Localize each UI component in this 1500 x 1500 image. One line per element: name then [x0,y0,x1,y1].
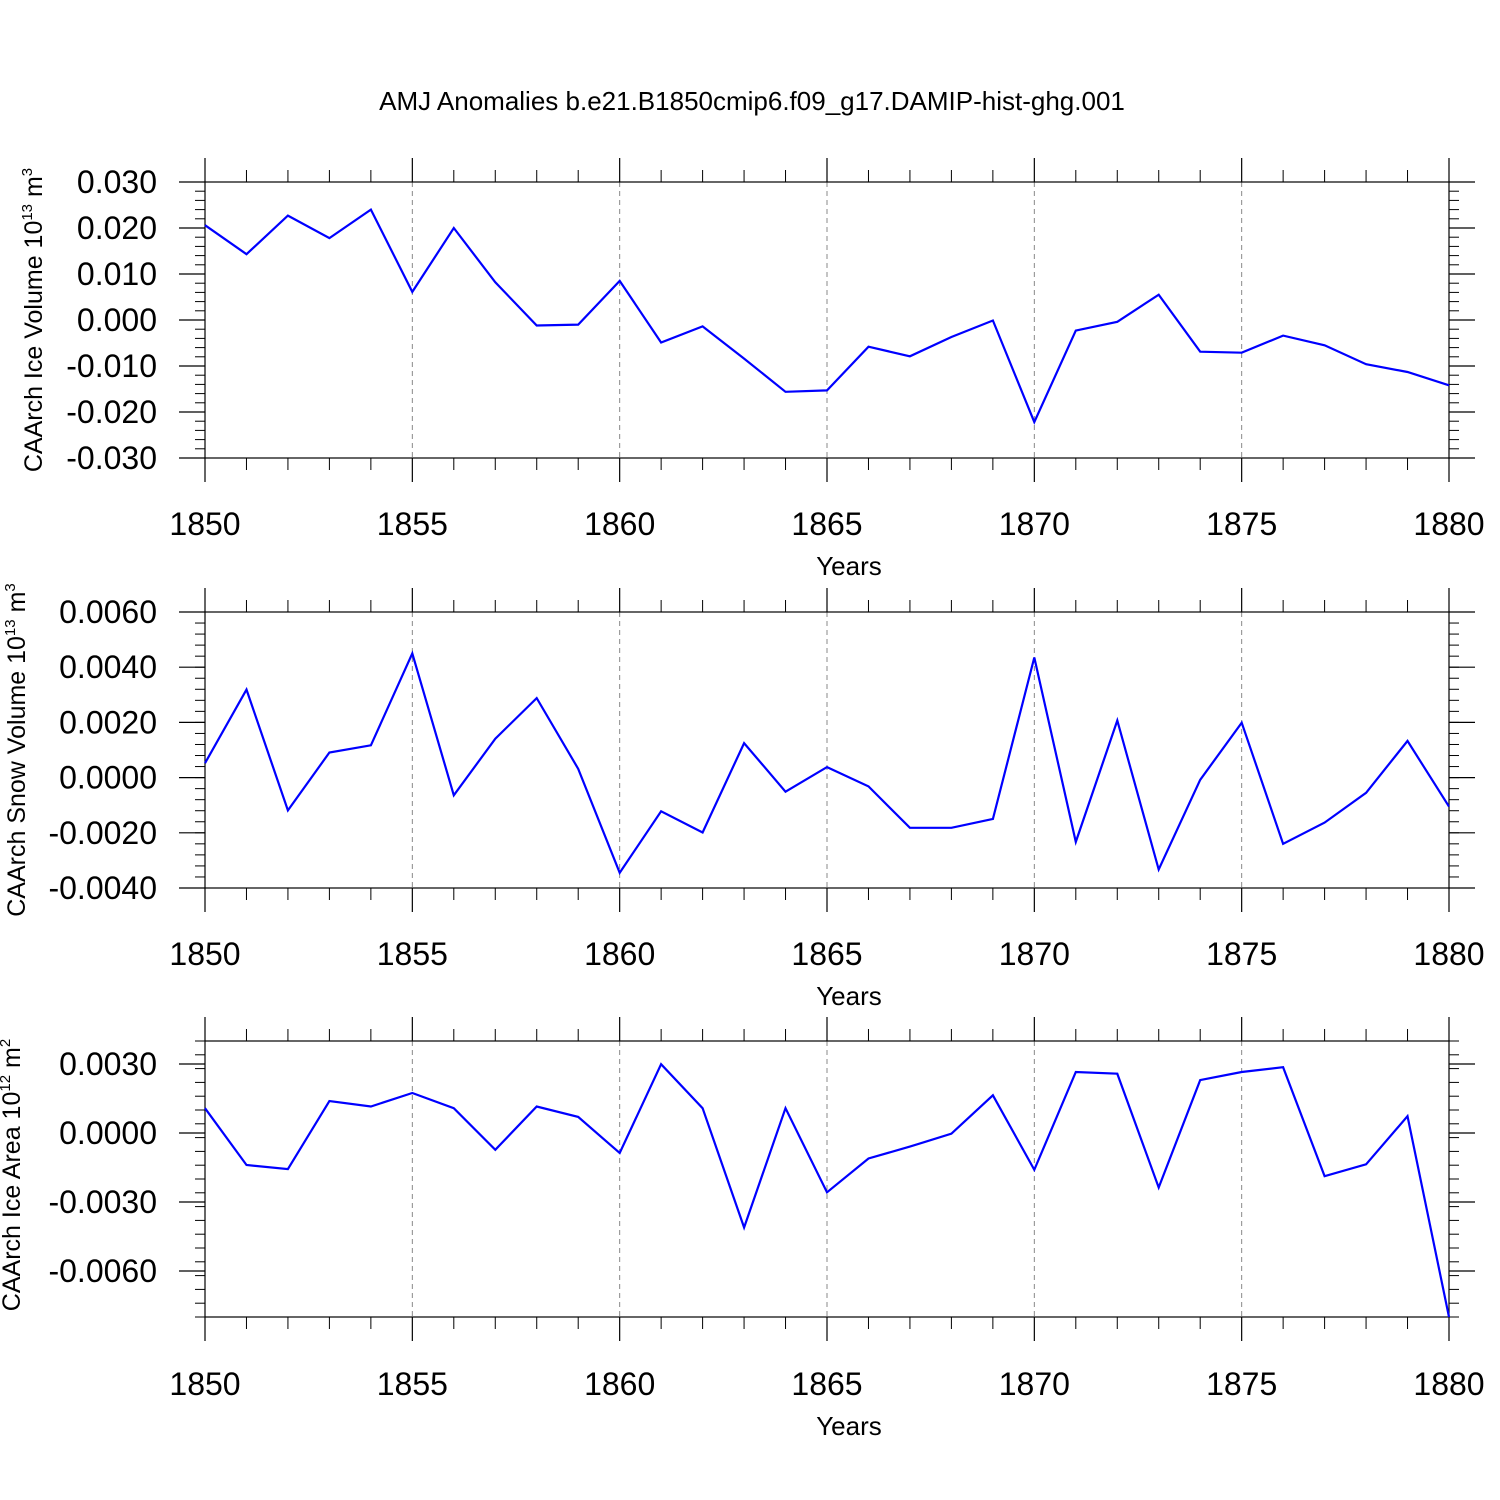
y-axis-label-unit-exponent: 2 [0,1039,14,1047]
y-axis-label-exponent: 13 [2,619,19,636]
x-tick-label: 1865 [791,936,862,972]
x-tick-label: 1860 [584,506,655,542]
x-tick-label: 1850 [169,1366,240,1402]
x-tick-label: 1855 [377,1366,448,1402]
y-tick-label: 0.0060 [59,594,157,630]
y-tick-label: -0.020 [66,394,157,430]
y-tick-label: 0.020 [77,210,157,246]
x-tick-label: 1855 [377,506,448,542]
y-axis-label-text: CAArch Ice Volume 10 [20,221,48,473]
x-tick-label: 1850 [169,506,240,542]
x-tick-label: 1865 [791,506,862,542]
y-tick-label: 0.030 [77,164,157,200]
series-line [204,650,1450,876]
y-axis-label: CAArch Snow Volume 1013 m3 [2,583,31,917]
x-axis-label: Years [816,551,882,581]
x-tick-label: 1875 [1206,506,1277,542]
x-tick-label: 1880 [1413,936,1484,972]
y-tick-label: -0.0030 [48,1184,157,1220]
y-tick-label: -0.010 [66,348,157,384]
y-axis-label: CAArch Ice Area 1012 m2 [0,1039,26,1311]
y-tick-label: 0.0030 [59,1046,157,1082]
y-tick-label: 0.0020 [59,704,157,740]
chart-panel-3: 1850 1855 1860 1865 1870 1875 1880 Years -0.0060… [0,1017,1485,1441]
chart-panel-2: 1850 1855 1860 1865 1870 1875 1880 Years -0.0040… [2,583,1485,1011]
y-axis-label: CAArch Ice Volume 1013 m3 [19,168,48,472]
y-axis-label-unit-exponent: 3 [19,168,36,176]
series-line [204,207,1450,425]
y-axis-label-unit: m [0,1047,26,1075]
x-tick-label: 1860 [584,1366,655,1402]
x-tick-label: 1870 [999,1366,1070,1402]
x-tick-label: 1850 [169,936,240,972]
x-tick-label: 1875 [1206,936,1277,972]
x-tick-label: 1870 [999,506,1070,542]
y-axis-label-text: CAArch Snow Volume 10 [3,636,31,917]
x-tick-label: 1855 [377,936,448,972]
y-axis-label-unit: m [3,592,31,620]
y-tick-label: 0.0000 [59,1115,157,1151]
x-tick-label: 1880 [1413,1366,1484,1402]
x-axis-label: Years [816,1411,882,1441]
x-tick-label: 1875 [1206,1366,1277,1402]
x-tick-label: 1870 [999,936,1070,972]
y-axis-label-text: CAArch Ice Area 10 [0,1092,26,1312]
y-axis-label-exponent: 13 [19,204,36,221]
figure-title: AMJ Anomalies b.e21.B1850cmip6.f09_g17.D… [379,86,1125,116]
y-tick-label: 0.0040 [59,649,157,685]
y-axis-label-exponent: 12 [0,1075,14,1092]
y-axis-label-unit: m [20,176,48,204]
series-line [204,1062,1451,1318]
x-tick-label: 1880 [1413,506,1484,542]
panels: 1850 1855 1860 1865 1870 1875 1880 Years -0.030 -… [0,158,1485,1441]
y-tick-label: -0.030 [66,440,157,476]
x-tick-label: 1860 [584,936,655,972]
y-tick-label: -0.0020 [48,815,157,851]
x-axis-label: Years [816,981,882,1011]
y-tick-label: 0.000 [77,302,157,338]
chart-panel-1: 1850 1855 1860 1865 1870 1875 1880 Years -0.030 -… [19,158,1485,581]
y-tick-label: 0.0000 [59,760,157,796]
y-tick-label: 0.010 [77,256,157,292]
x-tick-label: 1865 [791,1366,862,1402]
y-tick-label: -0.0040 [48,870,157,906]
y-axis-label-unit-exponent: 3 [2,583,19,591]
y-tick-label: -0.0060 [48,1253,157,1289]
